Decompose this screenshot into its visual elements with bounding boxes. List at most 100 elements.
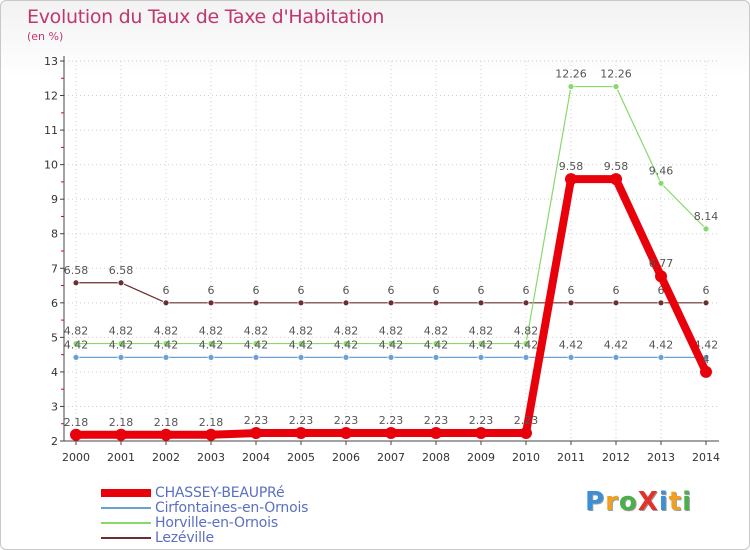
data-label-lez-ville: 6: [253, 284, 260, 297]
data-point-horville-en-ornois: [477, 340, 485, 347]
data-point-cirfontaines-en-ornois: [567, 353, 575, 361]
data-label-cirfontaines-en-ornois: 4.42: [559, 338, 584, 351]
proxiti-logo: ProXiti: [585, 487, 692, 517]
data-point-lez-ville: [432, 299, 440, 307]
logo-letter: i: [658, 487, 669, 517]
logo-letter: X: [637, 487, 659, 517]
data-point-chassey-beaupr-: [520, 427, 532, 440]
data-label-chassey-beaupr-: 2.23: [334, 414, 359, 427]
y-tick-label: 10: [44, 159, 58, 172]
data-point-horville-en-ornois: [252, 340, 260, 347]
data-label-horville-en-ornois: 12.26: [555, 68, 587, 81]
data-point-horville-en-ornois: [387, 340, 395, 347]
legend-label: CHASSEY-BEAUPRé: [155, 484, 285, 501]
data-label-lez-ville: 6.58: [109, 264, 134, 277]
data-label-lez-ville: 6: [478, 284, 485, 297]
data-point-chassey-beaupr-: [295, 427, 307, 440]
x-tick-label: 2013: [647, 451, 675, 464]
data-label-horville-en-ornois: 8.14: [694, 210, 719, 223]
y-tick-label: 5: [51, 331, 58, 344]
legend-swatch: [101, 488, 151, 497]
data-label-chassey-beaupr-: 2.23: [514, 414, 539, 427]
data-label-horville-en-ornois: 12.26: [600, 68, 632, 81]
data-point-chassey-beaupr-: [655, 270, 667, 283]
y-tick-label: 11: [44, 124, 58, 137]
legend-item: CHASSEY-BEAUPRé: [101, 484, 308, 501]
data-label-horville-en-ornois: 4.82: [154, 325, 179, 338]
data-label-chassey-beaupr-: 2.18: [64, 416, 89, 429]
x-tick-label: 2010: [512, 451, 540, 464]
data-label-lez-ville: 6: [388, 284, 395, 297]
logo-letter: i: [682, 487, 693, 517]
x-tick-label: 2009: [467, 451, 495, 464]
data-label-lez-ville: 6: [433, 284, 440, 297]
data-point-chassey-beaupr-: [565, 173, 577, 186]
x-tick-label: 2003: [197, 451, 225, 464]
data-point-horville-en-ornois: [432, 340, 440, 347]
data-point-chassey-beaupr-: [700, 365, 712, 378]
y-tick-label: 7: [51, 262, 58, 275]
data-label-cirfontaines-en-ornois: 4.42: [604, 338, 629, 351]
x-tick-label: 2008: [422, 451, 450, 464]
legend-label: Lezéville: [155, 529, 214, 546]
data-label-chassey-beaupr-: 9.58: [559, 160, 584, 173]
data-label-lez-ville: 6.58: [64, 264, 89, 277]
data-point-chassey-beaupr-: [340, 427, 352, 440]
data-point-lez-ville: [567, 299, 575, 307]
data-point-chassey-beaupr-: [385, 427, 397, 440]
data-label-cirfontaines-en-ornois: 4.42: [649, 338, 674, 351]
x-tick-label: 2011: [557, 451, 585, 464]
data-label-lez-ville: 6: [568, 284, 575, 297]
data-label-cirfontaines-en-ornois: 4.42: [469, 338, 494, 351]
data-point-chassey-beaupr-: [430, 427, 442, 440]
y-tick-label: 6: [51, 297, 58, 310]
data-point-horville-en-ornois: [342, 340, 350, 347]
x-tick-label: 2014: [692, 451, 720, 464]
data-label-lez-ville: 6: [163, 284, 170, 297]
data-point-lez-ville: [297, 299, 305, 307]
data-label-horville-en-ornois: 4.82: [289, 325, 314, 338]
legend-item: Horville-en-Ornois: [101, 514, 308, 531]
data-label-lez-ville: 6: [523, 284, 530, 297]
data-point-horville-en-ornois: [297, 340, 305, 347]
data-point-lez-ville: [117, 279, 125, 287]
x-tick-label: 2006: [332, 451, 360, 464]
data-label-lez-ville: 6: [208, 284, 215, 297]
data-label-lez-ville: 6: [703, 284, 710, 297]
data-label-chassey-beaupr-: 2.18: [109, 416, 134, 429]
data-point-chassey-beaupr-: [610, 173, 622, 186]
data-label-chassey-beaupr-: 2.23: [379, 414, 404, 427]
legend-label: Horville-en-Ornois: [155, 514, 278, 531]
logo-letter: t: [668, 487, 683, 517]
data-label-cirfontaines-en-ornois: 4.42: [334, 338, 359, 351]
data-point-cirfontaines-en-ornois: [162, 353, 170, 361]
data-point-horville-en-ornois: [207, 340, 215, 347]
data-point-horville-en-ornois: [162, 340, 170, 347]
data-label-cirfontaines-en-ornois: 4.42: [199, 338, 224, 351]
data-point-lez-ville: [162, 299, 170, 307]
data-label-cirfontaines-en-ornois: 4.42: [64, 338, 89, 351]
y-tick-label: 4: [51, 366, 58, 379]
data-label-horville-en-ornois: 4.82: [514, 325, 539, 338]
data-point-lez-ville: [612, 299, 620, 307]
data-point-horville-en-ornois: [117, 340, 125, 347]
data-label-cirfontaines-en-ornois: 4.42: [514, 338, 539, 351]
data-label-lez-ville: 6: [343, 284, 350, 297]
data-point-chassey-beaupr-: [205, 428, 217, 441]
x-tick-label: 2001: [107, 451, 135, 464]
data-label-chassey-beaupr-: 9.58: [604, 160, 629, 173]
data-point-cirfontaines-en-ornois: [657, 353, 665, 361]
data-point-chassey-beaupr-: [475, 427, 487, 440]
data-label-cirfontaines-en-ornois: 4.42: [154, 338, 179, 351]
data-label-chassey-beaupr-: 2.18: [199, 416, 224, 429]
data-label-chassey-beaupr-: 2.23: [289, 414, 314, 427]
data-point-lez-ville: [387, 299, 395, 307]
data-point-cirfontaines-en-ornois: [432, 353, 440, 361]
data-point-horville-en-ornois: [612, 83, 620, 90]
data-label-horville-en-ornois: 4.82: [379, 325, 404, 338]
x-tick-label: 2012: [602, 451, 630, 464]
data-point-chassey-beaupr-: [70, 428, 82, 441]
data-label-cirfontaines-en-ornois: 4.42: [109, 338, 134, 351]
data-label-cirfontaines-en-ornois: 4.42: [379, 338, 404, 351]
